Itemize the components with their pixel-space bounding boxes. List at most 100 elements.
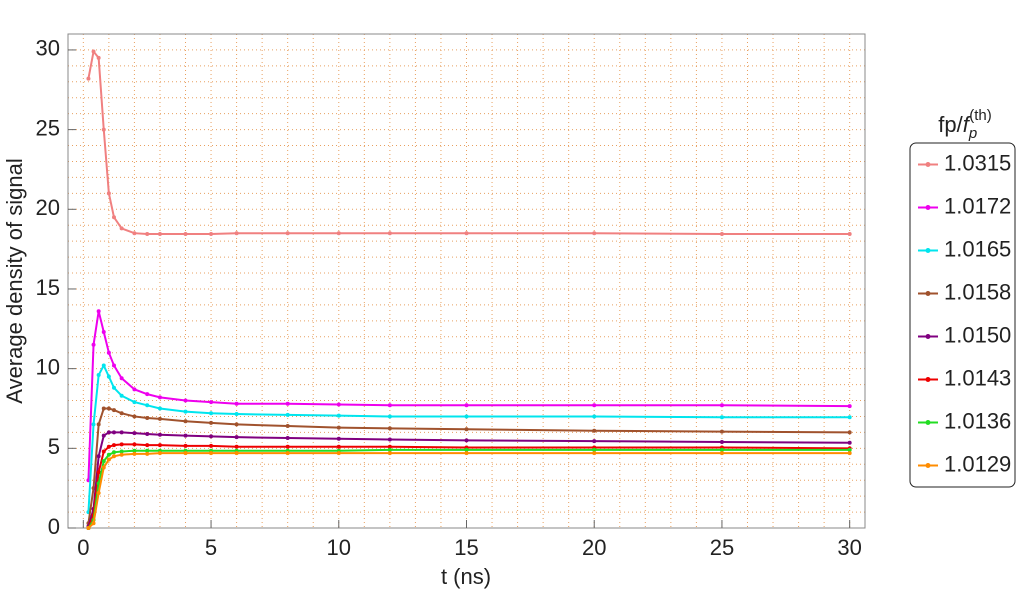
y-tick-label: 10	[36, 354, 60, 379]
legend-marker	[925, 463, 931, 468]
legend-marker	[925, 162, 931, 167]
y-tick-label: 30	[36, 36, 60, 61]
series-point	[96, 470, 101, 475]
series-point	[145, 231, 150, 236]
series-point	[592, 414, 597, 419]
legend-marker	[925, 205, 931, 210]
series-point	[183, 231, 188, 236]
series-point	[101, 329, 106, 334]
series-point	[719, 403, 724, 408]
series-point	[592, 428, 597, 433]
series-point	[336, 444, 341, 449]
series-point	[285, 412, 290, 417]
series-point	[91, 521, 96, 526]
series-point	[336, 436, 341, 441]
series-point	[119, 411, 124, 416]
series-point	[106, 452, 111, 457]
series-point	[183, 433, 188, 438]
series-point	[719, 447, 724, 452]
series-point	[234, 451, 239, 456]
series-point	[209, 434, 214, 439]
series-point	[106, 406, 111, 411]
series-point	[285, 231, 290, 236]
series-point	[592, 447, 597, 452]
y-tick-label: 20	[36, 195, 60, 220]
series-point	[387, 414, 392, 419]
y-tick-label: 5	[48, 434, 60, 459]
series-point	[183, 443, 188, 448]
legend-label: 1.0129	[944, 451, 1011, 476]
series-point	[106, 191, 111, 196]
series-point	[209, 420, 214, 425]
series-point	[183, 419, 188, 424]
series-line	[87, 311, 850, 481]
series-point	[96, 490, 101, 495]
series-point	[132, 231, 137, 236]
series-point	[111, 385, 116, 390]
series-point	[336, 231, 341, 236]
series-point	[847, 415, 852, 420]
series-point	[91, 342, 96, 347]
series-point	[132, 414, 137, 419]
y-tick-label: 0	[48, 514, 60, 539]
series-point	[157, 395, 162, 400]
series-point	[111, 443, 116, 448]
series-point	[285, 401, 290, 406]
series-point	[719, 415, 724, 420]
series-point	[234, 435, 239, 440]
series-point	[111, 363, 116, 368]
series-point	[157, 416, 162, 421]
series-point	[96, 373, 101, 378]
series-point	[111, 430, 116, 435]
series-point	[145, 448, 150, 453]
legend-title-sub: p	[968, 125, 977, 142]
series-point	[157, 443, 162, 448]
series-point	[132, 442, 137, 447]
series-point	[464, 231, 469, 236]
series-point	[234, 422, 239, 427]
series-point	[132, 448, 137, 453]
series-point	[719, 451, 724, 456]
series-point	[119, 376, 124, 381]
series-point	[464, 414, 469, 419]
x-axis-label: t (ns)	[441, 564, 491, 589]
series-point	[336, 425, 341, 430]
series-point	[96, 422, 101, 427]
series-point	[336, 413, 341, 418]
y-axis-label: Average density of signal	[2, 158, 27, 403]
legend-label: 1.0172	[944, 193, 1011, 218]
y-tick-label: 25	[36, 115, 60, 140]
series-point	[96, 55, 101, 60]
series-point	[285, 424, 290, 429]
series-point	[111, 408, 116, 413]
series-point	[464, 451, 469, 456]
series-point	[234, 444, 239, 449]
series-point	[106, 457, 111, 462]
series-point	[119, 430, 124, 435]
series-line	[87, 448, 850, 529]
series-point	[106, 374, 111, 379]
series-point	[209, 411, 214, 416]
x-tick-label: 5	[205, 535, 217, 560]
legend-label: 1.0165	[944, 236, 1011, 261]
x-tick-label: 0	[77, 535, 89, 560]
series-point	[387, 426, 392, 431]
series-point	[719, 429, 724, 434]
series-point	[234, 412, 239, 417]
series-point	[106, 444, 111, 449]
series-point	[111, 215, 116, 220]
series-point	[847, 404, 852, 409]
series-point	[101, 406, 106, 411]
series-line	[87, 407, 850, 524]
series-point	[183, 398, 188, 403]
series-point	[592, 439, 597, 444]
series-point	[101, 465, 106, 470]
series-point	[847, 447, 852, 452]
legend-title-sup: (th)	[969, 107, 992, 124]
legend-label: 1.0150	[944, 322, 1011, 347]
series-point	[387, 437, 392, 442]
series-point	[111, 454, 116, 459]
series-point	[101, 127, 106, 132]
series-point	[145, 443, 150, 448]
series-point	[111, 450, 116, 455]
